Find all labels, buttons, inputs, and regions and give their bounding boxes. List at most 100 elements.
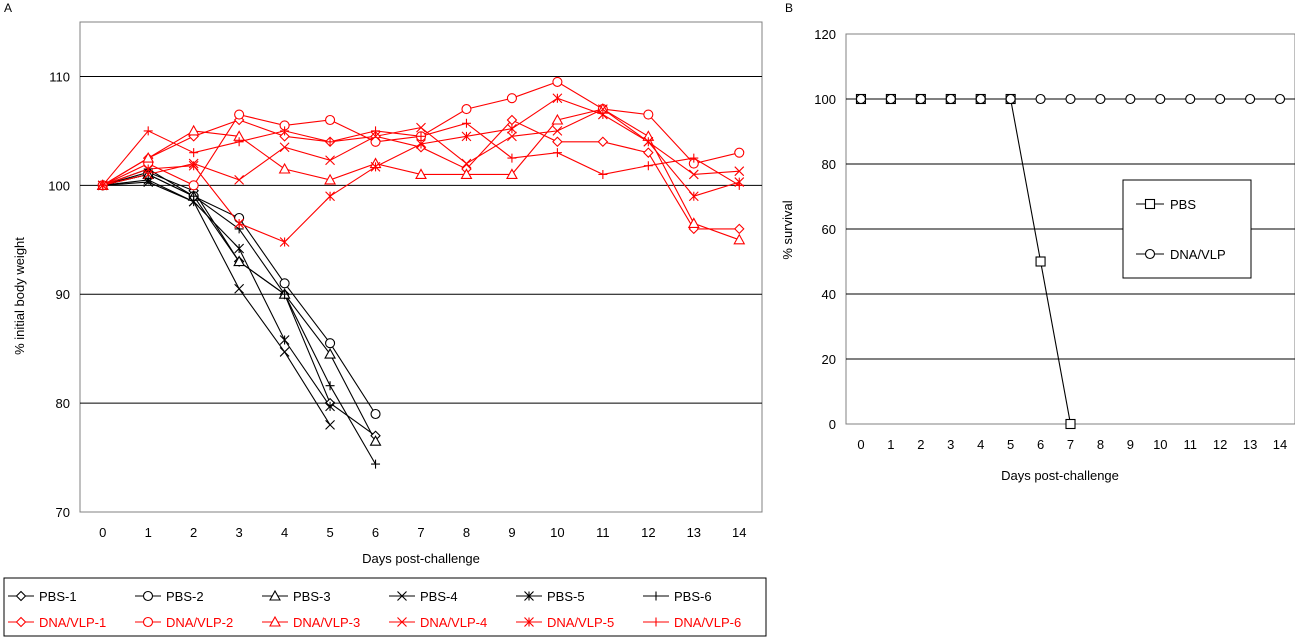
x-tick-label: 3 [947, 437, 954, 452]
data-point-dna-vlp-6 [280, 126, 290, 136]
legend-label-pbs-3: PBS-3 [293, 589, 331, 604]
legend-marker-dna-vlp-3 [269, 615, 281, 627]
data-point-dna-vlp-3 [415, 168, 427, 179]
data-point-dna-vlp-6 [689, 153, 699, 163]
legend-label-dna-vlp-6: DNA/VLP-6 [674, 615, 741, 630]
x-tick-label: 14 [732, 525, 746, 540]
legend-marker-dna-vlp-4 [397, 617, 407, 627]
data-point-dna-vlp-2 [188, 180, 199, 191]
panel-a-label: A [4, 1, 12, 15]
y-tick-label: 70 [56, 505, 70, 520]
legend-label-pbs-2: PBS-2 [166, 589, 204, 604]
data-point-dna-vlp-1 [279, 131, 290, 142]
x-tick-label: 6 [372, 525, 379, 540]
x-tick-label: 2 [917, 437, 924, 452]
x-tick-label: 10 [550, 525, 564, 540]
x-tick-label: 8 [463, 525, 470, 540]
legend-marker-pbs-1 [15, 590, 27, 602]
data-point-dna-vlp-4 [370, 131, 381, 142]
x-tick-label: 1 [145, 525, 152, 540]
data-point-dna-vlp-3 [142, 151, 155, 163]
data-point-pbs-6 [189, 191, 199, 201]
x-tick-label: 9 [1127, 437, 1134, 452]
series-line-pbs-5 [102, 179, 331, 407]
x-tick-label: 12 [641, 525, 655, 540]
data-point-pbs-2 [325, 338, 336, 349]
data-point-dna-vlp-3 [733, 233, 746, 245]
legend-label-pbs-4: PBS-4 [420, 589, 458, 604]
x-tick-label: 4 [977, 437, 984, 452]
y-tick-label: 40 [822, 287, 836, 302]
data-point-pbs-5 [325, 401, 335, 412]
data-point-pbs-5 [234, 243, 245, 254]
data-point-dna-vlp-1 [552, 136, 563, 148]
data-point-dna-vlp-3 [551, 113, 564, 125]
legend-marker-pbs-3 [269, 589, 281, 601]
data-point-dna-vlp-4 [507, 131, 517, 142]
data-point-dna-vlp [1155, 93, 1166, 105]
data-point-dna-vlp-5 [325, 191, 335, 202]
legend-label-pbs-1: PBS-1 [39, 589, 77, 604]
data-point-dna-vlp-5 [143, 164, 154, 174]
data-point-pbs-6 [280, 289, 290, 299]
legend-label-dna-vlp-2: DNA/VLP-2 [166, 615, 233, 630]
data-point-pbs-4 [234, 283, 245, 294]
data-point-dna-vlp [1185, 93, 1196, 105]
data-point-dna-vlp-2 [325, 114, 336, 126]
data-point-dna-vlp-4 [552, 126, 563, 136]
x-axis-label-a: Days post-challenge [362, 551, 480, 566]
data-point-dna-vlp [945, 93, 956, 105]
x-tick-label: 11 [596, 525, 610, 540]
data-point-dna-vlp-6 [189, 148, 199, 158]
legend-label-dna-vlp-1: DNA/VLP-1 [39, 615, 106, 630]
data-point-dna-vlp-4 [234, 175, 245, 185]
data-point-dna-vlp-5 [370, 161, 381, 172]
legend-marker-pbs [1144, 198, 1156, 210]
data-point-dna-vlp-3 [187, 124, 200, 136]
legend-marker-pbs-5 [524, 591, 534, 601]
x-tick-label: 7 [1067, 437, 1074, 452]
legend-label-pbs-6: PBS-6 [674, 589, 712, 604]
data-point-dna-vlp-1 [643, 147, 654, 158]
data-point-dna-vlp-6 [734, 180, 744, 190]
data-point-dna-vlp-6 [234, 137, 244, 147]
data-point-dna-vlp-3 [324, 173, 337, 185]
data-point-dna-vlp [885, 93, 896, 105]
x-tick-label: 5 [326, 525, 333, 540]
legend-marker-dna-vlp-1 [15, 616, 27, 628]
legend-marker-dna-vlp-2 [142, 616, 154, 628]
x-tick-label: 7 [417, 525, 424, 540]
data-point-pbs [1065, 418, 1076, 430]
legend-marker-dna-vlp-6 [651, 617, 661, 627]
y-axis-label-a: % initial body weight [12, 237, 27, 355]
data-point-dna-vlp-5 [507, 123, 517, 134]
legend-marker-pbs-4 [397, 591, 407, 601]
data-point-dna-vlp-6 [507, 153, 517, 163]
x-tick-label: 13 [687, 525, 701, 540]
data-point-dna-vlp [1035, 93, 1046, 105]
data-point-dna-vlp-3 [687, 217, 700, 228]
legend-marker-pbs-2 [142, 590, 154, 602]
data-point-pbs [1035, 256, 1046, 267]
y-tick-label: 100 [48, 178, 70, 193]
data-point-dna-vlp [1274, 93, 1286, 105]
x-tick-label: 11 [1183, 437, 1197, 452]
data-point-pbs-2 [279, 278, 290, 289]
x-tick-label: 3 [236, 525, 243, 540]
x-tick-label: 13 [1243, 437, 1257, 452]
data-point-dna-vlp-2 [234, 109, 245, 120]
y-tick-label: 110 [49, 69, 70, 84]
data-point-pbs-3 [233, 255, 246, 267]
data-point-dna-vlp-3 [278, 162, 291, 174]
y-tick-label: 60 [822, 222, 836, 237]
legend-label-dna-vlp: DNA/VLP [1170, 247, 1226, 262]
data-point-dna-vlp-3 [460, 168, 473, 179]
data-point-dna-vlp-2 [552, 76, 563, 87]
legend-marker-pbs-6 [651, 591, 661, 601]
y-tick-label: 20 [822, 352, 836, 367]
x-tick-label: 0 [99, 525, 106, 540]
data-point-dna-vlp-2 [461, 104, 472, 115]
data-point-pbs-2 [370, 408, 381, 420]
data-point-dna-vlp-6 [643, 161, 653, 171]
data-point-dna-vlp [1095, 93, 1106, 105]
